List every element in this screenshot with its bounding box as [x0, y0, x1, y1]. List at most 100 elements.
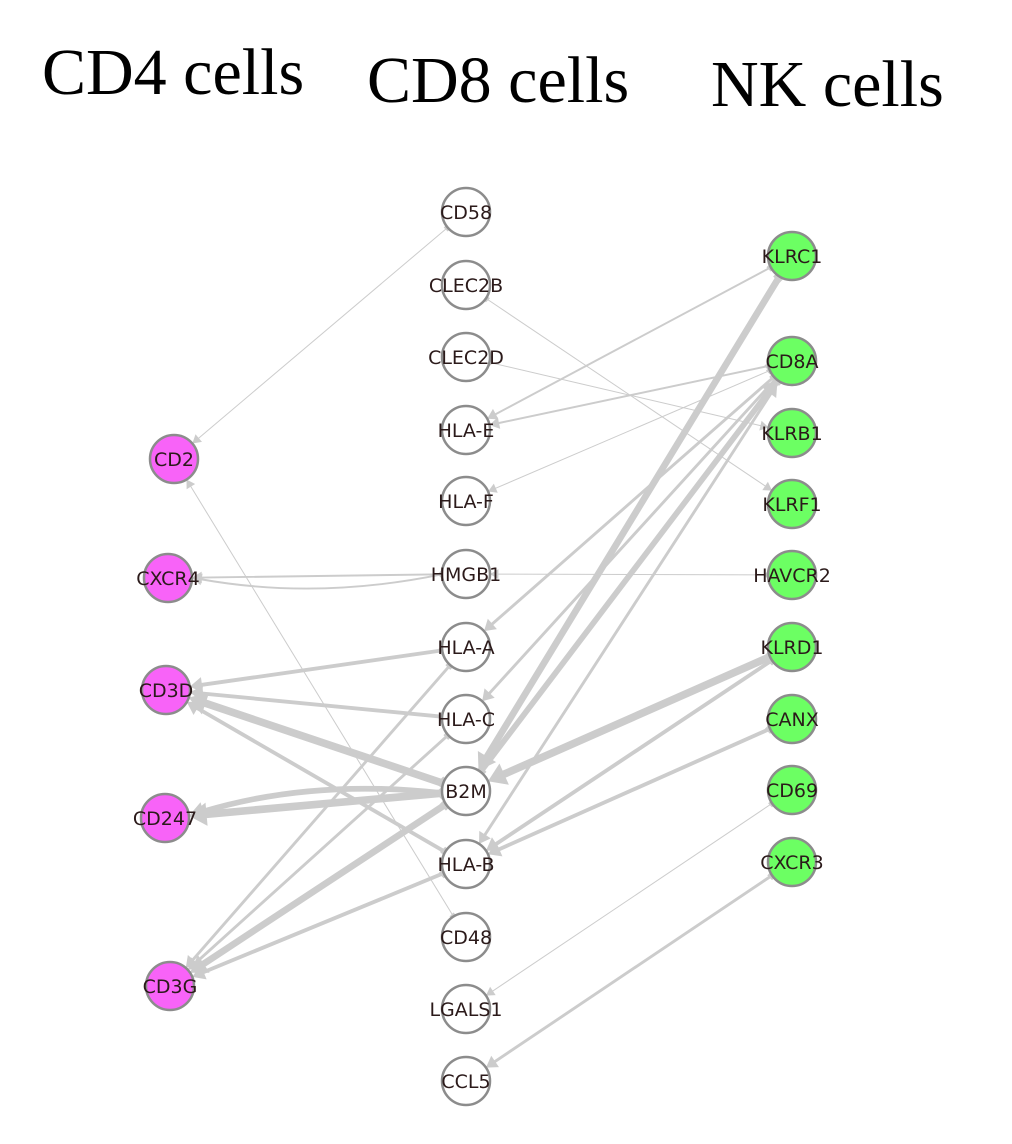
arrowhead	[188, 802, 207, 821]
node-label: LGALS1	[429, 999, 502, 1021]
node-circle	[440, 475, 492, 527]
node-circle	[440, 693, 492, 745]
arrowhead	[487, 842, 503, 857]
node-label: CD58	[440, 202, 492, 224]
node-circle	[766, 764, 818, 816]
node-circle	[140, 664, 192, 716]
node-cd2: CD2	[148, 433, 200, 485]
node-circle	[440, 983, 492, 1035]
edge-cd8a-to-hla-c	[482, 373, 781, 702]
node-cd48: CD48	[440, 911, 492, 963]
edge-cd8a-to-hla-a	[484, 372, 779, 632]
node-cd3d: CD3D	[139, 664, 194, 716]
node-label: HLA-B	[437, 854, 494, 876]
node-circle	[440, 186, 492, 238]
arrowhead	[186, 479, 196, 490]
edge-cd8a-to-hla-b	[479, 376, 784, 844]
node-circle	[142, 552, 194, 604]
node-label: HAVCR2	[753, 565, 831, 587]
node-clec2b: CLEC2B	[429, 259, 503, 311]
title-cd4-cells: CD4 cells	[42, 36, 305, 109]
arrowhead	[487, 408, 499, 420]
node-label: CD48	[440, 927, 492, 949]
node-cd247: CD247	[133, 792, 197, 844]
node-label: CD2	[154, 449, 194, 471]
node-cd69: CD69	[766, 764, 818, 816]
node-label: CXCR3	[760, 852, 823, 874]
node-circle	[440, 765, 492, 817]
node-havcr2: HAVCR2	[753, 549, 831, 601]
arrowhead	[190, 954, 210, 973]
node-hla-c: HLA-C	[437, 693, 495, 745]
node-label: CD247	[133, 808, 197, 830]
edge-hla-c-to-cd3d	[189, 685, 448, 722]
node-label: HMGB1	[431, 564, 502, 586]
node-circle	[440, 331, 492, 383]
node-canx: CANX	[765, 693, 819, 745]
node-circle	[766, 407, 818, 459]
title-nk-cells: NK cells	[711, 48, 944, 121]
node-label: HLA-E	[438, 420, 495, 442]
node-circle	[144, 960, 196, 1012]
arrowhead	[488, 483, 498, 493]
node-circle	[766, 335, 818, 387]
node-circle	[440, 404, 492, 456]
node-label: KLRF1	[762, 494, 821, 516]
node-hla-b: HLA-B	[437, 838, 495, 890]
node-klrf1: KLRF1	[762, 478, 822, 530]
node-circle	[440, 548, 492, 600]
arrowhead	[484, 618, 497, 632]
arrowhead	[489, 417, 501, 429]
node-klrc1: KLRC1	[762, 230, 823, 282]
node-circle	[766, 549, 818, 601]
node-klrb1: KLRB1	[761, 407, 823, 459]
node-label: CD3D	[139, 680, 194, 702]
node-circle	[766, 836, 818, 888]
edge-klrd1-to-b2m	[487, 649, 777, 785]
arrowhead	[759, 420, 769, 431]
node-label: CLEC2D	[428, 347, 504, 369]
node-label: KLRC1	[762, 246, 823, 268]
node-klrd1: KLRD1	[761, 621, 824, 673]
node-circle	[766, 693, 818, 745]
edge-b2m-to-cd3d	[188, 692, 451, 791]
node-circle	[440, 259, 492, 311]
node-label: CD8A	[766, 351, 819, 373]
node-circle	[139, 792, 191, 844]
node-b2m: B2M	[440, 765, 492, 817]
node-label: KLRD1	[761, 637, 824, 659]
edge-klrc1-to-b2m	[477, 270, 786, 771]
node-label: CD3G	[143, 976, 198, 998]
arrowhead	[485, 1055, 499, 1068]
node-label: B2M	[445, 781, 487, 803]
node-cd3g: CD3G	[143, 960, 198, 1012]
node-hmgb1: HMGB1	[431, 548, 502, 600]
node-circle	[440, 621, 492, 673]
node-circle	[440, 838, 492, 890]
arrowhead	[191, 573, 203, 586]
arrowhead	[482, 688, 495, 702]
arrowhead	[487, 763, 509, 785]
arrowhead	[479, 830, 491, 844]
node-hla-f: HLA-F	[438, 475, 494, 527]
title-cd8-cells: CD8 cells	[367, 44, 630, 117]
arrowhead	[485, 986, 496, 996]
node-cd8a: CD8A	[766, 335, 819, 387]
arrowhead	[186, 701, 202, 716]
edge-hmgb1-to-cxcr4	[191, 569, 447, 584]
node-cxcr3: CXCR3	[760, 836, 824, 888]
arrowhead	[762, 481, 773, 491]
node-lgals1: LGALS1	[429, 983, 503, 1035]
arrowhead	[192, 964, 207, 980]
node-circle	[148, 433, 200, 485]
node-circle	[766, 621, 818, 673]
node-label: HLA-F	[438, 491, 494, 513]
edge-canx-to-hla-b	[487, 723, 776, 857]
node-ccl5: CCL5	[440, 1055, 492, 1107]
arrowhead	[760, 380, 778, 399]
arrowhead	[489, 569, 499, 580]
edges-layer	[185, 223, 786, 1068]
edge-hmgb1-to-cxcr4	[191, 569, 447, 590]
edge-cxcr3-to-ccl5	[485, 870, 777, 1068]
